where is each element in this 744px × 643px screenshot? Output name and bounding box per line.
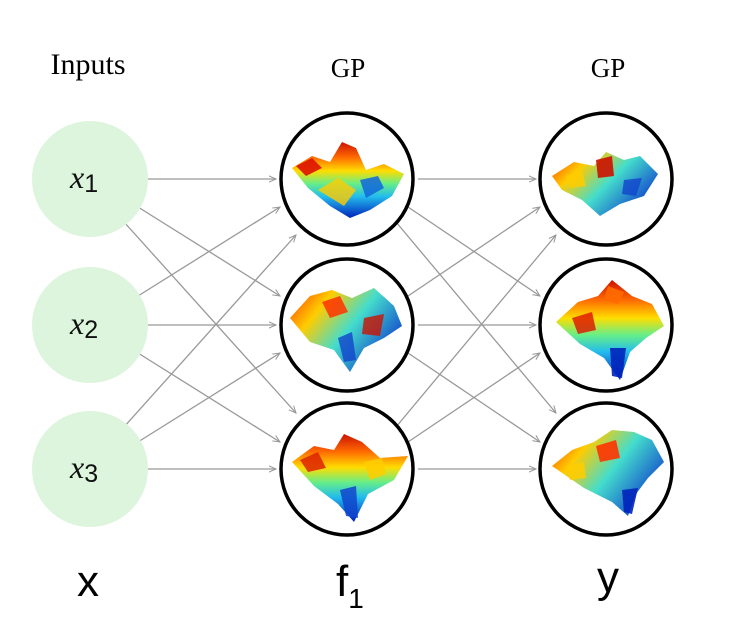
gp-layer1-header: GP (331, 53, 366, 83)
edge-f1a-yc (395, 221, 556, 413)
gp-node-y-1 (538, 111, 674, 247)
input-node-x3: x3 (32, 411, 148, 527)
gp-surface-icon (292, 142, 404, 218)
edges-layer1-to-layer2 (395, 179, 556, 469)
gp-surface-icon (552, 152, 658, 216)
input-node-x2-circle (32, 267, 148, 383)
edge-x2-f1a (137, 207, 280, 297)
gp-node-y-2 (538, 257, 674, 393)
edge-x3-f1a (123, 235, 296, 428)
input-node-x1: x1 (32, 121, 148, 237)
input-node-x3-label: x3 (69, 449, 98, 488)
gp-surface-icon (552, 430, 664, 516)
gp-surface-icon (290, 288, 402, 372)
edge-f1c-ya (395, 235, 556, 428)
gp-node-f1-1 (279, 111, 415, 247)
gp-node-f1-3 (279, 401, 415, 537)
input-node-x2-label: x2 (69, 305, 98, 344)
gp-node-y-3 (538, 401, 674, 537)
inputs-header: Inputs (51, 48, 126, 81)
edge-f1b-ya (407, 207, 540, 297)
gp-surface-icon (556, 280, 664, 380)
input-node-x1-circle (32, 121, 148, 237)
edge-x1-f1c (123, 221, 296, 413)
edges-input-to-layer1 (123, 179, 296, 469)
gp-surface-icon (292, 434, 408, 522)
edge-f1c-yb (407, 353, 540, 443)
bottom-label-x: x (77, 557, 99, 606)
input-node-x3-circle (32, 411, 148, 527)
input-node-x2: x2 (32, 267, 148, 383)
gp-layer2-header: GP (591, 53, 626, 83)
gp-node-f1-2 (279, 257, 415, 393)
edge-x3-f1b (137, 353, 280, 443)
bottom-label-f1: f1 (336, 557, 364, 614)
bottom-label-y: y (597, 553, 619, 602)
input-node-x1-label: x1 (69, 159, 98, 198)
